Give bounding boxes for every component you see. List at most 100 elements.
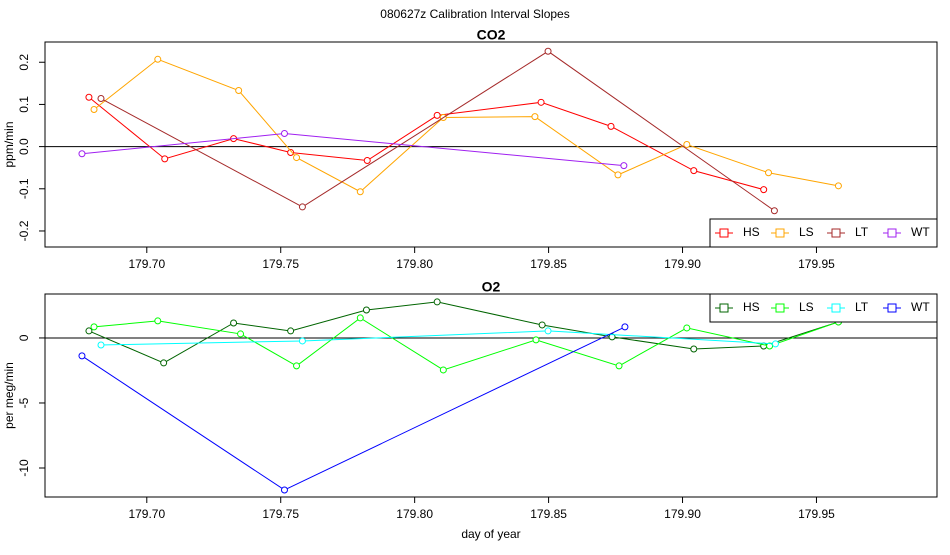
panel-title: CO2 (477, 27, 506, 43)
data-point (621, 323, 629, 331)
data-point (154, 55, 162, 63)
data-point (439, 366, 447, 374)
legend-marker (775, 228, 785, 238)
data-point (356, 314, 364, 322)
x-tick-label: 179.90 (664, 257, 701, 271)
x-tick-label: 179.90 (664, 507, 701, 521)
legend-marker (887, 228, 897, 238)
x-axis-label: day of year (461, 527, 520, 541)
panel-title: O2 (482, 279, 501, 295)
data-point (607, 122, 615, 130)
y-tick-label: -10 (17, 459, 31, 477)
data-point (544, 47, 552, 55)
series-line (100, 50, 775, 212)
data-point (230, 319, 238, 327)
data-point (690, 167, 698, 175)
legend-marker (831, 303, 841, 313)
data-point (85, 327, 93, 335)
data-point (160, 359, 168, 367)
data-point (97, 95, 105, 103)
legend-label: HS (743, 300, 760, 314)
series-line (93, 317, 839, 371)
data-point (765, 169, 773, 177)
x-tick-label: 179.70 (128, 507, 165, 521)
x-tick-label: 179.85 (530, 507, 567, 521)
legend-label: HS (743, 225, 760, 239)
data-point (760, 186, 768, 194)
y-tick-label: -0.2 (17, 220, 31, 241)
data-point (620, 162, 628, 170)
legend-label: WT (911, 225, 930, 239)
data-point (538, 321, 546, 329)
plot-area (78, 298, 842, 494)
x-tick-label: 179.75 (262, 507, 299, 521)
data-point (766, 342, 774, 350)
y-tick-label: -5 (17, 397, 31, 408)
data-point (433, 111, 441, 119)
data-point (97, 341, 105, 349)
x-tick-label: 179.80 (396, 507, 433, 521)
data-point (608, 333, 616, 341)
plot-area (78, 47, 842, 215)
data-point (683, 141, 691, 148)
data-point (161, 155, 169, 163)
data-point (85, 93, 93, 101)
legend-label: LS (799, 225, 814, 239)
data-point (771, 340, 779, 348)
data-point (532, 336, 540, 344)
x-tick-label: 179.70 (128, 257, 165, 271)
legend-marker (887, 303, 897, 313)
data-point (90, 105, 98, 113)
plot-frame (44, 293, 938, 498)
data-point (356, 188, 364, 196)
data-point (537, 98, 545, 106)
y-tick-label: 0.1 (17, 96, 31, 113)
x-tick-label: 179.85 (530, 257, 567, 271)
series-line (93, 58, 839, 193)
y-axis-label: per meg/min (2, 362, 16, 429)
data-point (90, 323, 98, 331)
series-line (100, 330, 776, 346)
data-point (362, 306, 370, 314)
legend-label: LS (799, 300, 814, 314)
data-point (531, 113, 539, 121)
y-tick-label: 0.2 (17, 54, 31, 71)
data-point (770, 207, 778, 215)
plot-frame (44, 41, 938, 248)
data-point (615, 362, 623, 370)
legend-label: LT (855, 300, 869, 314)
data-point (298, 337, 306, 345)
data-point (280, 486, 288, 494)
data-point (237, 330, 245, 338)
data-point (298, 203, 306, 211)
legend-label: LT (855, 225, 869, 239)
legend-marker (775, 303, 785, 313)
series-line (81, 326, 626, 491)
legend-marker (831, 228, 841, 238)
page-title: 080627z Calibration Interval Slopes (380, 7, 569, 21)
legend-marker (719, 228, 729, 238)
y-tick-label: -0.1 (17, 178, 31, 199)
data-point (834, 182, 842, 190)
y-tick-label: 0.0 (17, 138, 31, 155)
data-point (683, 324, 691, 332)
series-line (88, 96, 764, 191)
y-axis-label: ppm/min (2, 121, 16, 167)
data-point (614, 171, 622, 179)
y-tick-label: 0 (17, 334, 31, 341)
data-point (287, 149, 295, 157)
data-point (280, 130, 288, 138)
legend-marker (719, 303, 729, 313)
x-tick-label: 179.80 (396, 257, 433, 271)
data-point (78, 352, 86, 360)
data-point (363, 157, 371, 165)
data-point (293, 154, 301, 162)
data-point (433, 298, 441, 306)
data-point (544, 327, 552, 335)
data-point (235, 87, 243, 95)
data-point (690, 345, 698, 353)
data-point (287, 327, 295, 335)
legend-label: WT (911, 300, 930, 314)
